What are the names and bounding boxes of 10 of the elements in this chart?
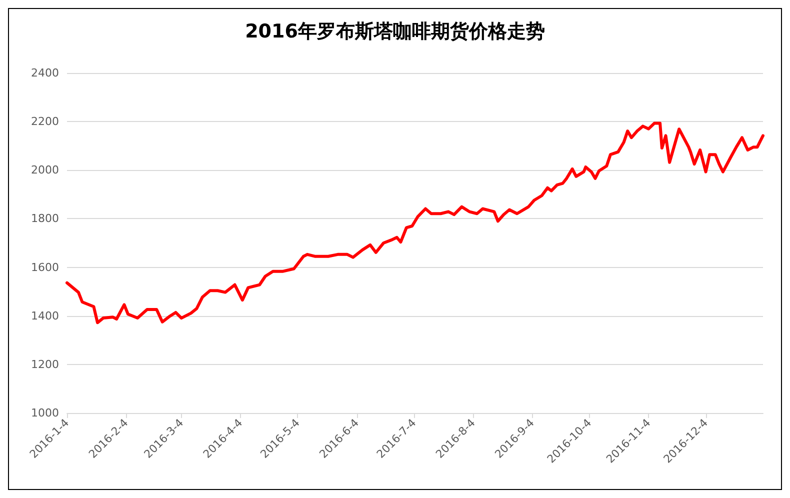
y-tick-label: 2400 xyxy=(31,66,59,80)
chart-title: 2016年罗布斯塔咖啡期货价格走势 xyxy=(245,20,545,42)
y-tick-label: 1400 xyxy=(31,309,59,322)
y-tick-label: 1600 xyxy=(31,260,59,274)
y-tick-label: 2200 xyxy=(31,115,59,128)
y-tick-label: 1200 xyxy=(31,358,59,371)
y-tick-label: 1800 xyxy=(31,212,59,226)
line-series xyxy=(66,122,764,324)
y-tick-label: 2000 xyxy=(31,164,59,177)
y-tick-label: 1000 xyxy=(31,406,59,420)
